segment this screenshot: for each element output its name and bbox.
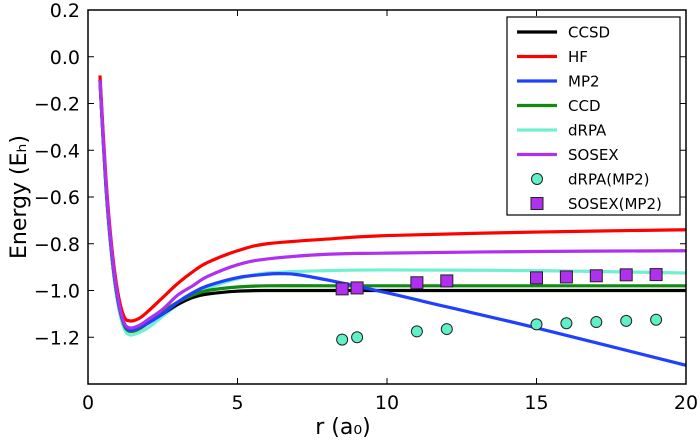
y-axis-label: Energy (Eₕ) <box>7 135 32 259</box>
x-tick-label: 15 <box>524 392 548 414</box>
y-tick-label: −0.6 <box>34 187 80 209</box>
x-tick-label: 20 <box>674 392 698 414</box>
sosex-mp2-point <box>619 268 633 282</box>
y-tick-label: 0.2 <box>50 0 80 22</box>
sosex-mp2-point <box>649 268 663 282</box>
sosex-mp2-point <box>589 269 603 283</box>
x-axis-label: r (a₀) <box>315 415 371 440</box>
legend-label: dRPA(MP2) <box>568 171 650 189</box>
legend-label: HF <box>568 48 588 66</box>
legend-label: dRPA <box>568 122 607 140</box>
legend-label: SOSEX(MP2) <box>568 195 662 213</box>
legend-item-mp2: MP2 <box>517 73 600 91</box>
drpa-mp2-point <box>530 318 543 331</box>
x-tick-label: 10 <box>375 392 399 414</box>
legend-item-drpa: dRPA <box>517 122 607 140</box>
y-tick-label: 0.0 <box>50 47 80 69</box>
drpa-mp2-point <box>440 323 453 336</box>
sosex-mp2-point <box>350 281 364 295</box>
y-tick-label: −1.0 <box>34 281 80 303</box>
legend-item-ccd: CCD <box>517 97 601 115</box>
x-tick-label: 0 <box>82 392 94 414</box>
y-tick-label: −0.2 <box>34 94 80 116</box>
sosex-mp2-point <box>440 274 454 288</box>
legend-label: MP2 <box>568 73 600 91</box>
drpa-mp2-point <box>590 316 603 329</box>
x-tick-label: 5 <box>231 392 243 414</box>
sosex-mp2-point <box>530 271 543 285</box>
series-line-sosex <box>98 80 686 330</box>
drpa-mp2-point <box>336 333 349 346</box>
drpa-mp2-point <box>560 317 573 330</box>
drpa-mp2-point <box>410 325 423 338</box>
drpa-mp2-point <box>620 314 633 327</box>
legend-swatch <box>531 173 543 185</box>
legend-swatch <box>530 197 544 210</box>
legend: CCSD HF MP2 CCD dRPA SOSEX dRPA(MP2) SOSEX(MP2) <box>506 16 681 216</box>
legend-label: CCD <box>568 97 601 115</box>
sosex-mp2-point <box>559 270 573 284</box>
legend-item-ccsd: CCSD <box>517 24 610 42</box>
drpa-mp2-point <box>351 331 364 344</box>
legend-label: CCSD <box>568 24 610 42</box>
legend-item-sosexmp2: SOSEX(MP2) <box>530 195 662 213</box>
legend-item-drpamp2: dRPA(MP2) <box>531 171 650 189</box>
y-tick-label: −0.8 <box>34 234 80 256</box>
legend-item-hf: HF <box>517 48 588 66</box>
sosex-mp2-point <box>410 276 424 290</box>
sosex-mp2-point <box>335 282 349 296</box>
y-tick-label: −0.4 <box>34 140 80 162</box>
y-tick-label: −1.2 <box>34 327 80 349</box>
legend-item-sosex: SOSEX <box>517 146 619 164</box>
legend-label: SOSEX <box>568 146 619 164</box>
drpa-mp2-point <box>650 313 663 326</box>
